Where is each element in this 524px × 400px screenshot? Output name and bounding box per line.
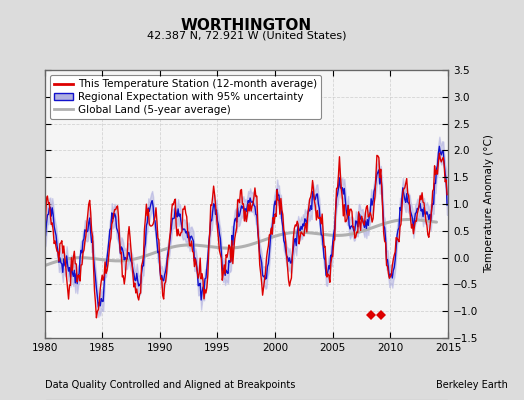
Text: Data Quality Controlled and Aligned at Breakpoints: Data Quality Controlled and Aligned at B…: [45, 380, 295, 390]
Y-axis label: Temperature Anomaly (°C): Temperature Anomaly (°C): [484, 134, 494, 274]
Text: 42.387 N, 72.921 W (United States): 42.387 N, 72.921 W (United States): [147, 30, 346, 40]
Text: Berkeley Earth: Berkeley Earth: [436, 380, 508, 390]
Text: WORTHINGTON: WORTHINGTON: [181, 18, 312, 33]
